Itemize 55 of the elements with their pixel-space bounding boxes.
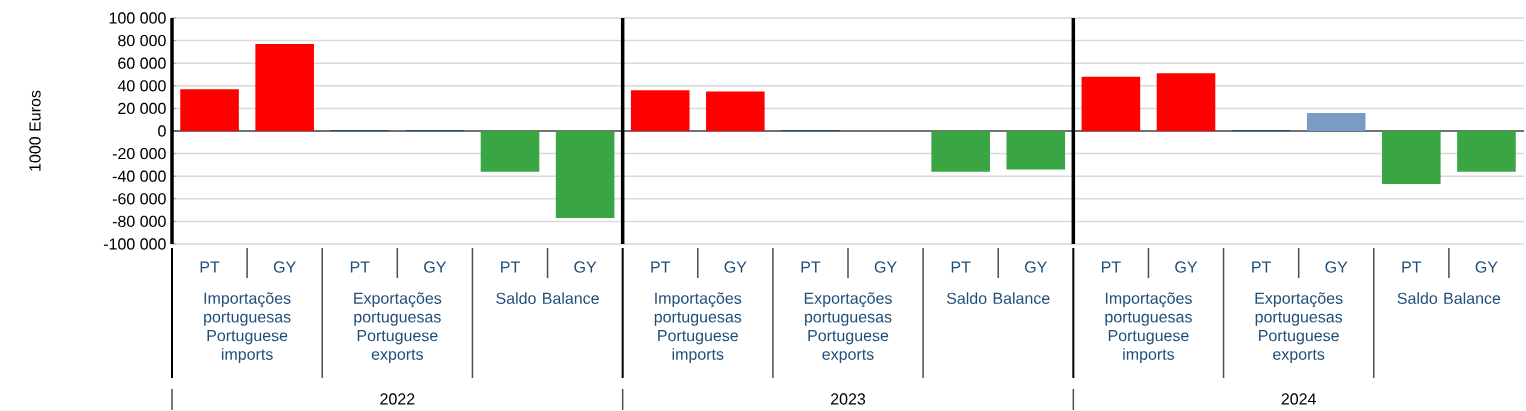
x-tick-label: PT [951,261,971,273]
bar [480,131,540,172]
text: Saldo Balance [1397,292,1501,305]
x-tick-label: GY [1325,261,1348,273]
bar [180,89,239,131]
bar [1382,131,1441,185]
bar [255,44,314,131]
y-tick-label: 0 [158,125,166,137]
y-tick-label: -20 000 [112,147,166,160]
text: Importações portuguesas Portuguese imports [1105,292,1192,364]
text: Saldo Balance [946,292,1050,305]
x-tick-label: GY [1025,261,1047,273]
text: Exportações portuguesas Portuguese exports [804,292,892,364]
bar [1081,76,1141,131]
text: 2024 [1281,393,1316,405]
y-tick-label: 20 000 [118,102,166,115]
y-axis-title: 1000 Euros [29,90,41,171]
x-tick-label: GY [1475,261,1498,273]
x-tick-label: PT [350,261,370,273]
y-tick-label: -100 000 [103,238,166,250]
text: 2023 [831,393,866,405]
x-tick-label: GY [273,261,296,273]
text: Importações portuguesas Portuguese imports [654,292,742,364]
x-tick-label: GY [1175,261,1198,273]
x-tick-label: GY [874,261,897,273]
bar [555,131,615,219]
bar [1156,73,1216,131]
text: Exportações portuguesas Portuguese exports [1255,292,1343,364]
y-tick-label: -40 000 [112,170,166,182]
bar [1006,131,1066,170]
x-tick-label: PT [1252,261,1271,273]
text: Exportações portuguesas Portuguese exports [354,292,442,364]
x-tick-label: PT [801,261,821,273]
y-tick-label: 60 000 [118,57,166,69]
bar [931,131,990,172]
x-tick-label: PT [1402,261,1422,273]
y-tick-label: 40 000 [117,80,166,92]
x-tick-label: PT [651,261,671,273]
bar [706,91,765,131]
y-tick-label: -80 000 [112,215,166,228]
y-tick-label: -60 000 [112,193,166,205]
y-tick-label: 100 000 [109,12,166,24]
x-tick-label: GY [724,261,747,273]
x-tick-label: PT [1101,261,1121,273]
x-tick-label: GY [574,261,597,273]
x-tick-label: GY [424,261,447,273]
x-tick-label: PT [501,261,520,273]
text: 2022 [380,393,415,405]
bar [1457,131,1516,172]
y-tick-label: 80 000 [118,34,166,47]
text: Importações portuguesas Portuguese imports [204,292,291,364]
text: Saldo Balance [496,292,599,305]
bar [630,90,690,131]
x-tick-label: PT [200,261,220,273]
bar [1306,112,1366,131]
